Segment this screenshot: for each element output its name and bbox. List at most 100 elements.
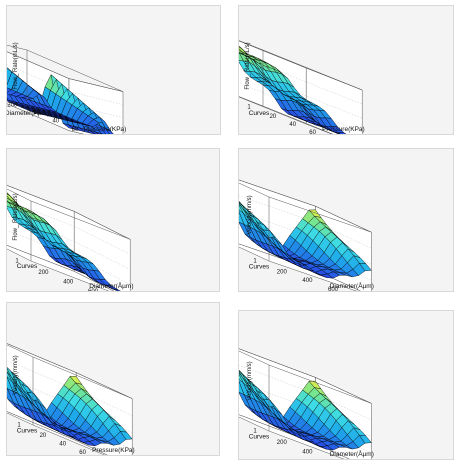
x-tick-label: 60 xyxy=(79,450,86,455)
axis-edge xyxy=(7,51,70,79)
x-axis-label: Diameter(Åµm) xyxy=(330,449,374,458)
axis-edge xyxy=(239,182,270,198)
z-axis-label: Flow_ Rate(mL/s) xyxy=(13,193,19,240)
surface-plot-svg-5: 2040608010012350525456Pressure(KPa)Curve… xyxy=(7,343,135,455)
axis-edge xyxy=(7,188,32,202)
axis-edge xyxy=(306,67,363,91)
x-axis-label: Pressure(KPa) xyxy=(92,447,135,454)
surface xyxy=(7,67,114,134)
axis-edges xyxy=(239,40,363,106)
x-axis-label: Diameter(Åµm) xyxy=(330,281,374,290)
y-tick-label: 1 xyxy=(253,429,257,435)
axis-edge xyxy=(74,211,131,240)
x-tick-label: 60 xyxy=(72,127,79,133)
surface-plot-panel-3: 2004006008001231.522.5Diameter(Åµm)Curve… xyxy=(6,148,220,292)
surface-plot-panel-5: 2040608010012350525456Pressure(KPa)Curve… xyxy=(6,302,220,456)
x-tick-label: 40 xyxy=(289,122,296,128)
x-tick-label: 600 xyxy=(328,287,339,291)
axis-edge xyxy=(7,44,28,51)
x-axis-label: Diameter(Åµm) xyxy=(89,281,133,290)
y-axis-label: Curves xyxy=(249,110,270,117)
y-tick-label: 200 xyxy=(7,102,18,108)
axis-edge xyxy=(7,343,77,373)
surface-plot-svg-3: 2004006008001231.522.5Diameter(Åµm)Curve… xyxy=(7,185,134,291)
surface-plot-panel-1: 2040608010020040060080022.22.42.6Pressur… xyxy=(6,5,221,135)
grid-line xyxy=(239,54,363,105)
surface-patch xyxy=(112,288,121,291)
grid-line xyxy=(7,77,124,118)
axis-edge xyxy=(68,78,124,92)
x-tick-label: 20 xyxy=(33,110,40,116)
x-tick-label: 400 xyxy=(302,449,313,455)
surface xyxy=(7,367,133,447)
surface-plot-svg-4: 20040060080012350525456Diameter(Åµm)Curv… xyxy=(239,179,374,291)
axis-edge xyxy=(315,377,372,404)
x-axis-label: Pressure(KPa) xyxy=(84,126,127,133)
x-tick-label: 60 xyxy=(309,130,316,134)
axis-edge xyxy=(7,185,75,212)
axis-edge xyxy=(239,40,307,69)
surface-plot-panel-4: 20040060080012350525456Diameter(Åµm)Curv… xyxy=(238,148,454,292)
surface-patch xyxy=(358,435,372,444)
x-tick-label: 200 xyxy=(277,269,288,275)
axis-edge xyxy=(268,364,372,404)
grid-line xyxy=(239,68,363,119)
surface-patch xyxy=(89,130,99,134)
y-tick-label: 1 xyxy=(247,104,251,110)
surface-patch xyxy=(105,128,114,134)
surface xyxy=(7,192,121,291)
surface-patch xyxy=(95,131,102,134)
z-axis-label: Flow_ Rate(mL/s) xyxy=(13,42,19,89)
x-tick-label: 400 xyxy=(63,279,74,285)
z-axis-label: Velocity(mm/s) xyxy=(13,355,19,394)
axis-edge xyxy=(7,344,34,358)
y-axis-label: Curves xyxy=(249,264,270,271)
x-tick-label: 20 xyxy=(40,433,47,439)
axis-edge xyxy=(26,49,124,92)
grid-line xyxy=(239,82,363,133)
grid-line xyxy=(7,200,131,255)
y-tick-label: 1 xyxy=(17,423,21,429)
surface-plot-svg-6: 20040060080012350525456Diameter(Åµm)Curv… xyxy=(239,348,374,459)
axis-wall xyxy=(7,245,114,291)
y-tick-label: 1 xyxy=(253,259,257,265)
z-axis-label: Velocity(mm/s) xyxy=(247,195,253,234)
surface-plot-svg-2: 204060801001231.522.53Pressure(KPa)Curve… xyxy=(239,40,365,134)
y-axis-label: Curves xyxy=(17,428,38,435)
x-tick-label: 200 xyxy=(277,440,288,446)
surface xyxy=(239,369,372,451)
axis-edge xyxy=(268,196,372,233)
grid-line xyxy=(7,215,131,270)
y-axis-label: Curves xyxy=(249,434,270,441)
surface xyxy=(239,201,372,279)
axis-edge xyxy=(76,372,133,399)
axis-edges xyxy=(239,348,372,431)
axis-edge xyxy=(30,200,131,240)
grid-line xyxy=(7,64,124,105)
x-tick-label: 600 xyxy=(88,289,99,291)
x-tick-label: 40 xyxy=(52,118,59,124)
axis-wall xyxy=(239,96,334,134)
x-tick-label: 40 xyxy=(59,441,66,447)
z-axis-label: Flow_ Rate(mL/s) xyxy=(245,42,251,89)
surface-patch xyxy=(358,262,372,272)
x-tick-label: 200 xyxy=(38,270,49,276)
axis-edges xyxy=(7,343,133,425)
surface-patch xyxy=(119,431,133,440)
axis-wall xyxy=(7,411,108,455)
surface-patch xyxy=(337,132,347,134)
x-tick-label: 400 xyxy=(302,278,313,284)
surface xyxy=(239,45,347,134)
x-tick-label: 20 xyxy=(270,114,277,120)
axis-edges xyxy=(239,179,372,261)
axis-edge xyxy=(239,350,270,366)
axis-edges xyxy=(7,185,131,261)
axis-edges xyxy=(7,44,124,102)
surface-plot-panel-2: 204060801001231.522.53Pressure(KPa)Curve… xyxy=(238,5,454,135)
axis-edge xyxy=(239,348,316,378)
x-axis-label: Pressure(KPa) xyxy=(322,126,365,133)
y-axis-label: Curves xyxy=(17,263,38,270)
axis-edge xyxy=(239,40,264,51)
y-tick-label: 1 xyxy=(15,258,19,264)
surface-plot-svg-1: 2040608010020040060080022.22.42.6Pressur… xyxy=(7,42,127,134)
